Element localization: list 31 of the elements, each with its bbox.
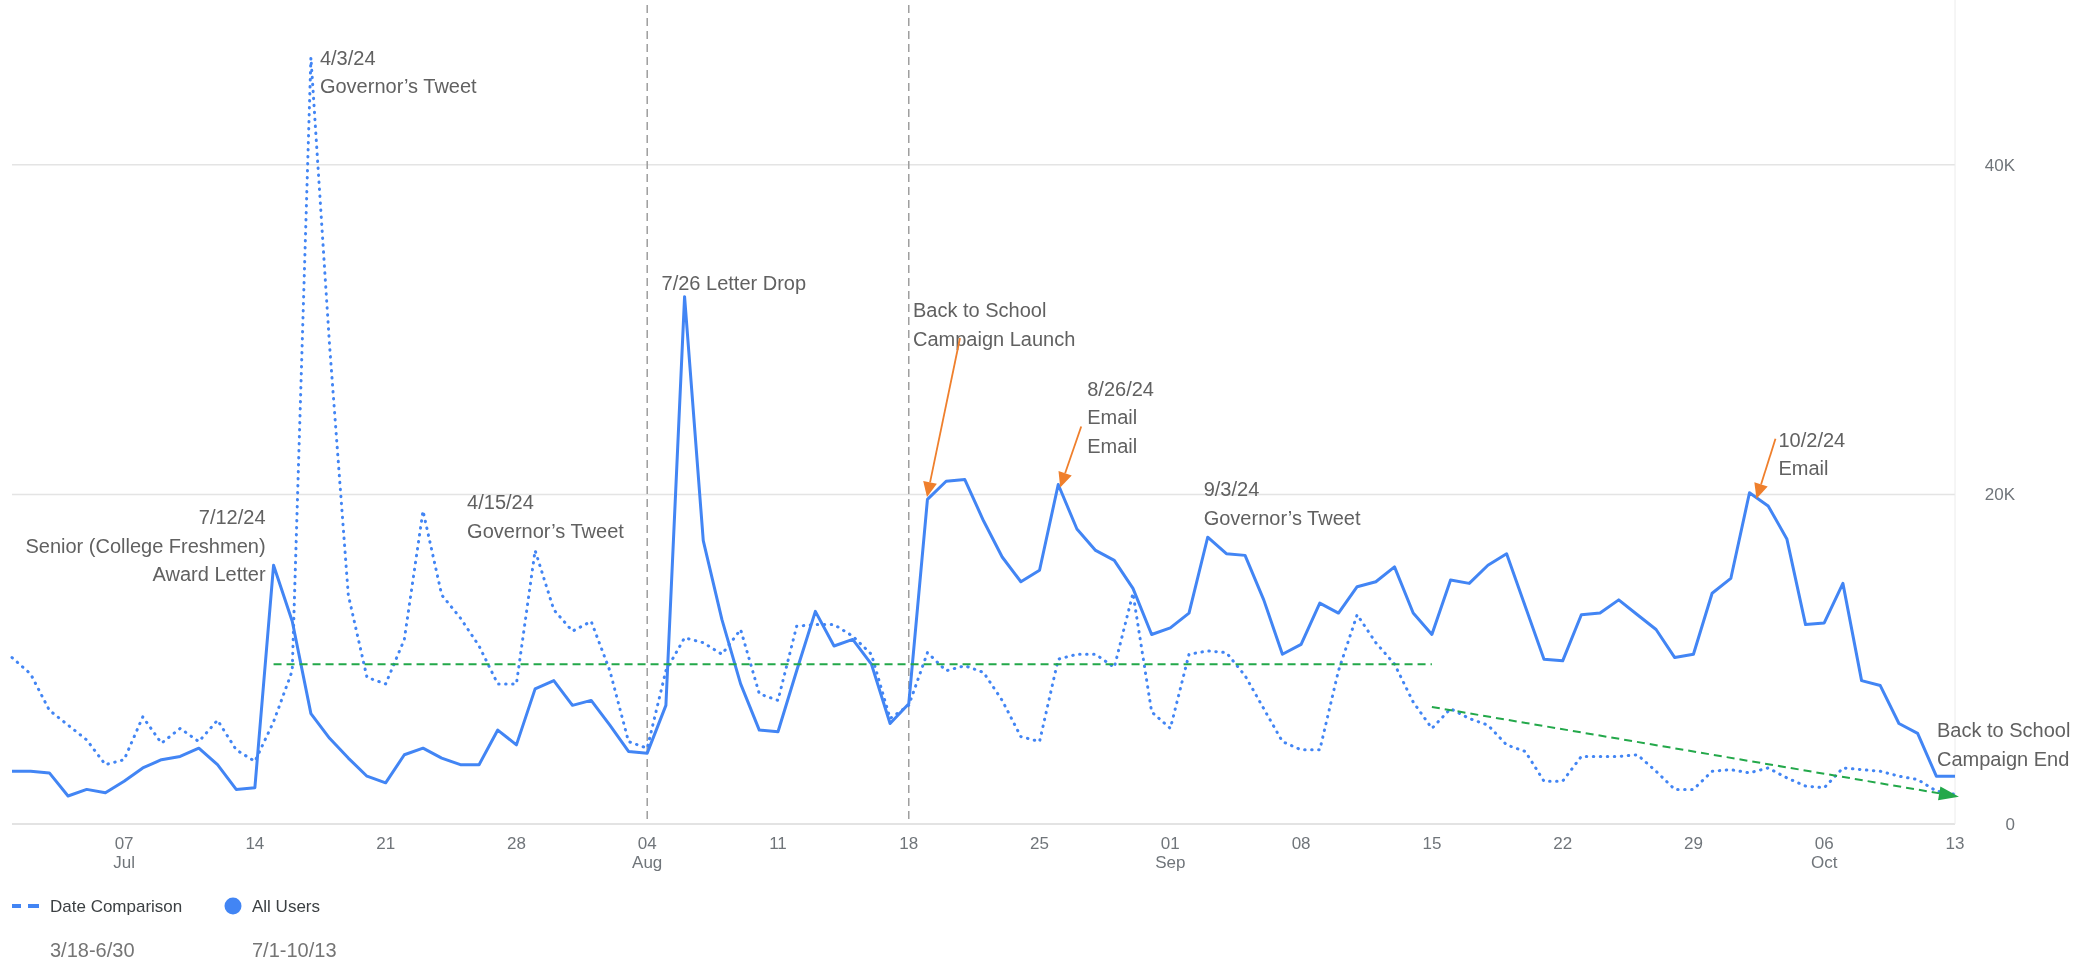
text: 7/1-10/13	[252, 939, 337, 961]
legend-label: Date Comparison	[50, 897, 183, 916]
annotation: Back to School Campaign Launch	[913, 299, 1076, 350]
y-tick-label: 0	[2005, 815, 2015, 834]
x-tick-label: 01 Sep	[1155, 834, 1186, 872]
x-tick-label: 25	[1030, 834, 1050, 853]
annotation: 10/2/24 Email	[1778, 428, 1846, 480]
y-tick-label: 20K	[1984, 485, 2016, 505]
x-tick-label: 13	[1945, 834, 1965, 853]
annotation: 4/15/24 Governor’s Tweet	[467, 491, 625, 542]
x-tick-label: 15	[1422, 834, 1442, 853]
x-tick-label: 08	[1291, 834, 1311, 853]
annotation: 8/26/24 Email Email	[1087, 377, 1154, 457]
annotation: 7/26 Letter Drop	[661, 271, 807, 294]
annotation: 7/12/24 Senior (College Freshmen) Award Letter	[25, 506, 266, 586]
text: 3/18-6/30	[50, 939, 135, 961]
x-tick-label: 29	[1683, 834, 1703, 853]
x-tick-label: 21	[376, 834, 396, 853]
x-tick-label: 04 Aug	[632, 834, 663, 872]
annotation: 9/3/24 Governor’s Tweet	[1203, 478, 1361, 529]
x-tick-label: 18	[899, 834, 919, 853]
y-tick-label: 40K	[1984, 155, 2016, 175]
x-tick-label: 06 Oct	[1810, 834, 1838, 872]
x-tick-label: 22	[1553, 834, 1573, 853]
annotation: Back to School Campaign End	[1937, 719, 2071, 770]
x-tick-label: 14	[245, 834, 265, 853]
x-tick-label: 07 Jul	[113, 834, 135, 872]
annotation: 4/3/24 Governor’s Tweet	[319, 46, 478, 98]
x-tick-label: 11	[769, 834, 787, 853]
x-tick-label: 28	[506, 834, 526, 853]
legend-label: All Users	[252, 897, 321, 916]
